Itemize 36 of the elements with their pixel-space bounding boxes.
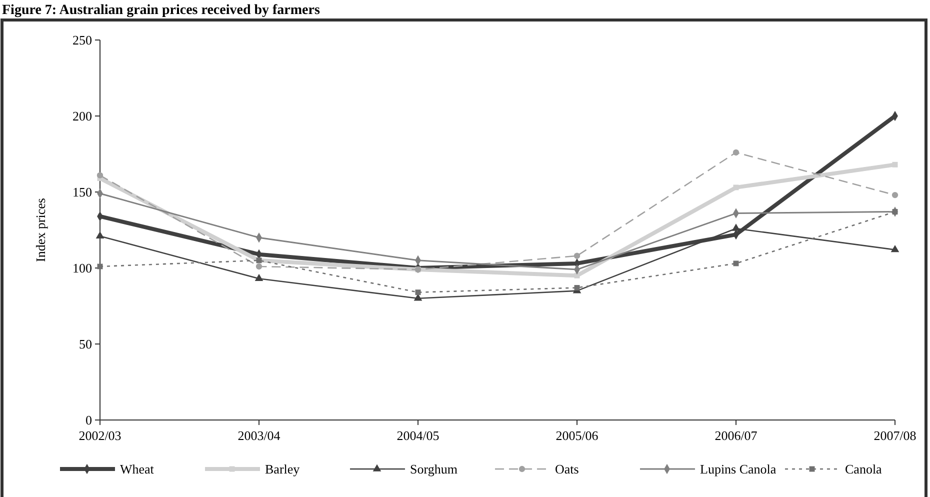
- point: [574, 285, 580, 290]
- point: [256, 263, 262, 270]
- point: [732, 224, 740, 231]
- point: [574, 252, 580, 259]
- point: [892, 209, 898, 214]
- y-tick-label: 200: [72, 108, 92, 124]
- y-axis-title: Index prices: [33, 198, 48, 262]
- point: [254, 274, 264, 282]
- x-tick-label: 2005/06: [556, 428, 599, 443]
- x-tick-label: 2004/05: [396, 428, 440, 443]
- x-tick-label: 2002/03: [78, 428, 122, 443]
- point: [892, 162, 898, 168]
- y-tick-label: 250: [72, 32, 92, 48]
- x-tick-label: 2006/07: [714, 428, 758, 443]
- legend-label: Barley: [265, 462, 300, 477]
- point: [733, 260, 739, 266]
- legend-label: Wheat: [120, 462, 154, 477]
- legend-label: Lupins Canola: [700, 462, 776, 477]
- legend-label: Oats: [555, 462, 579, 477]
- point: [892, 192, 898, 198]
- point: [96, 172, 104, 178]
- y-tick-label: 100: [72, 260, 92, 276]
- x-tick-label: 2003/04: [238, 428, 281, 443]
- y-tick-label: 150: [72, 184, 92, 200]
- point: [733, 184, 739, 190]
- point: [732, 149, 740, 156]
- point: [97, 264, 103, 270]
- point: [890, 244, 900, 252]
- x-tick-label: 2007/08: [874, 428, 916, 443]
- legend-label: Canola: [845, 462, 882, 477]
- point: [96, 231, 104, 238]
- point: [415, 290, 421, 296]
- y-tick-label: 50: [79, 336, 92, 352]
- legend-label: Sorghum: [410, 462, 458, 477]
- chart-title: Figure 7: Australian grain prices received by farmers: [2, 3, 320, 18]
- y-tick-label: 0: [86, 412, 92, 428]
